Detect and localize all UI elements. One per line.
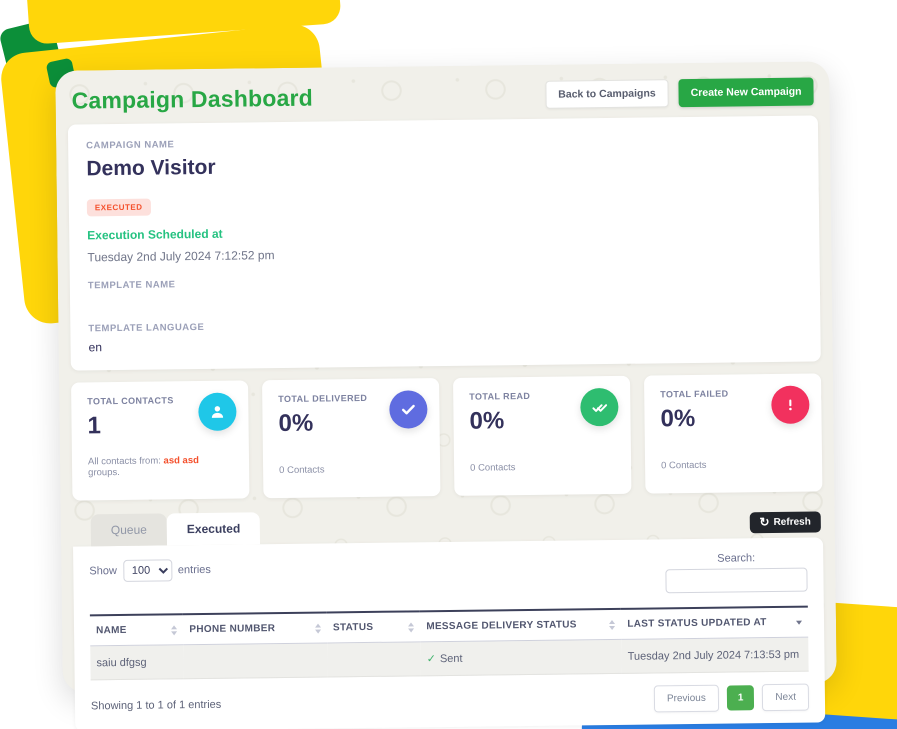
stat-card-total-contacts: TOTAL CONTACTS 1 All contacts from: asd … bbox=[71, 380, 250, 501]
stat-subtext: 0 Contacts bbox=[279, 464, 325, 477]
stats-row: TOTAL CONTACTS 1 All contacts from: asd … bbox=[71, 373, 823, 501]
pagination: Previous 1 Next bbox=[653, 683, 810, 713]
refresh-icon: ↻ bbox=[759, 515, 770, 530]
sort-icon[interactable] bbox=[171, 624, 178, 635]
search-label: Search: bbox=[717, 552, 756, 565]
search-input[interactable] bbox=[665, 567, 808, 594]
sort-icon[interactable] bbox=[314, 623, 322, 634]
user-icon bbox=[198, 392, 237, 432]
sort-desc-icon[interactable] bbox=[795, 620, 803, 625]
double-check-icon bbox=[580, 387, 619, 427]
page-size-select[interactable]: 100 bbox=[122, 559, 173, 582]
campaign-results-table: NAME PHONE NUMBER STATUS MESSAGE DELIVER… bbox=[89, 606, 809, 681]
dashboard-card: Campaign Dashboard Back to Campaigns Cre… bbox=[55, 61, 837, 729]
column-label: PHONE NUMBER bbox=[189, 623, 276, 636]
cell-delivery-status: ✓ Sent bbox=[420, 639, 621, 675]
show-label: Show bbox=[89, 565, 117, 578]
delivery-status-text: Sent bbox=[439, 652, 463, 666]
stat-subtext: All contacts from: asd asd groups. bbox=[88, 455, 233, 487]
column-label: MESSAGE DELIVERY STATUS bbox=[426, 619, 577, 633]
column-header-phone[interactable]: PHONE NUMBER bbox=[183, 612, 327, 644]
table-footer: Showing 1 to 1 of 1 entries Previous 1 N… bbox=[90, 683, 810, 720]
table-controls: Show 100 entries Search: bbox=[89, 552, 808, 601]
header-buttons: Back to Campaigns Create New Campaign bbox=[545, 77, 814, 109]
column-header-name[interactable]: NAME bbox=[90, 614, 184, 646]
column-label: NAME bbox=[96, 624, 127, 637]
cell-phone bbox=[184, 643, 328, 679]
column-header-status[interactable]: STATUS bbox=[327, 611, 421, 643]
stat-subtext: 0 Contacts bbox=[470, 462, 516, 474]
stat-sub-highlight: asd asd bbox=[163, 455, 199, 467]
refresh-label: Refresh bbox=[773, 516, 811, 528]
refresh-button[interactable]: ↻ Refresh bbox=[749, 510, 821, 533]
check-icon bbox=[389, 390, 428, 429]
sent-check-icon: ✓ bbox=[426, 653, 436, 666]
execution-scheduled-time: Tuesday 2nd July 2024 7:12:52 pm bbox=[87, 248, 275, 265]
search-block: Search: bbox=[665, 552, 808, 594]
dashboard-header: Campaign Dashboard Back to Campaigns Cre… bbox=[67, 73, 817, 114]
stat-sub-suffix: groups. bbox=[88, 466, 120, 479]
cell-name: saiu dfgsg bbox=[96, 656, 147, 669]
alert-icon bbox=[771, 385, 810, 425]
stat-card-total-read: TOTAL READ 0% 0 Contacts bbox=[453, 375, 632, 496]
template-name-label: TEMPLATE NAME bbox=[87, 279, 176, 292]
create-new-campaign-button[interactable]: Create New Campaign bbox=[678, 77, 814, 108]
column-label: STATUS bbox=[332, 621, 374, 634]
template-language-value: en bbox=[88, 340, 103, 355]
back-to-campaigns-button[interactable]: Back to Campaigns bbox=[545, 79, 669, 109]
campaign-name-label: CAMPAIGN NAME bbox=[86, 139, 175, 152]
column-header-updated-at[interactable]: LAST STATUS UPDATED AT bbox=[621, 607, 808, 640]
sort-icon[interactable] bbox=[609, 619, 616, 630]
stat-card-total-delivered: TOTAL DELIVERED 0% 0 Contacts bbox=[262, 378, 441, 499]
entries-label: entries bbox=[177, 563, 211, 577]
tab-executed[interactable]: Executed bbox=[166, 512, 261, 546]
next-page-button[interactable]: Next bbox=[762, 683, 810, 712]
campaign-name: Demo Visitor bbox=[86, 155, 216, 181]
stat-card-total-failed: TOTAL FAILED 0% 0 Contacts bbox=[643, 373, 823, 494]
entries-summary: Showing 1 to 1 of 1 entries bbox=[90, 698, 222, 712]
status-badge: EXECUTED bbox=[86, 198, 151, 217]
column-label: LAST STATUS UPDATED AT bbox=[627, 617, 767, 630]
cell-updated-at: Tuesday 2nd July 2024 7:13:53 pm bbox=[627, 648, 800, 663]
stat-sub-prefix: All contacts from: bbox=[87, 455, 164, 468]
previous-page-button[interactable]: Previous bbox=[653, 684, 719, 713]
stat-subtext: 0 Contacts bbox=[661, 459, 707, 472]
tab-queue[interactable]: Queue bbox=[90, 513, 168, 547]
page-title: Campaign Dashboard bbox=[71, 84, 314, 114]
show-entries: Show 100 entries bbox=[89, 559, 211, 582]
cell-status bbox=[327, 642, 421, 677]
column-header-delivery-status[interactable]: MESSAGE DELIVERY STATUS bbox=[420, 609, 621, 642]
campaign-info-card: CAMPAIGN NAME Demo Visitor EXECUTED Exec… bbox=[67, 115, 821, 371]
sort-icon[interactable] bbox=[408, 621, 415, 632]
current-page-button[interactable]: 1 bbox=[726, 685, 755, 711]
table-card: Show 100 entries Search: NAME PHONE NUMB bbox=[73, 537, 826, 729]
